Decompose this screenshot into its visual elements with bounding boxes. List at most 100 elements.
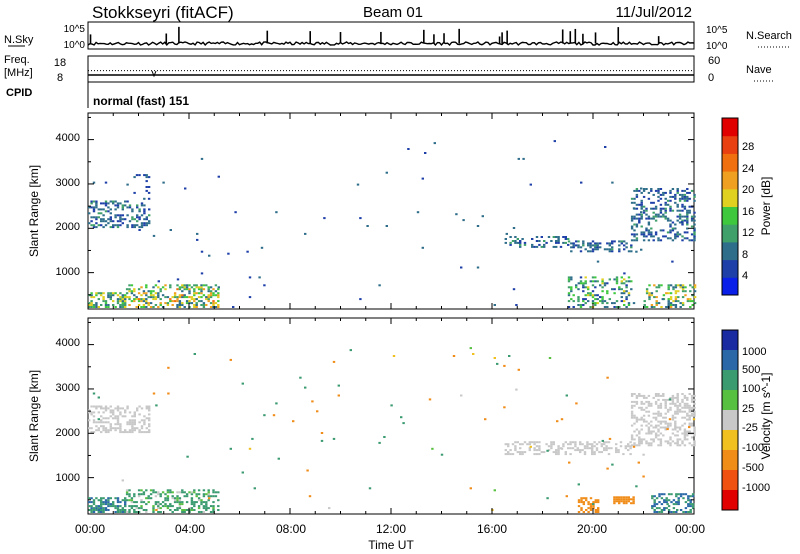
data-cell <box>674 410 677 413</box>
data-cell <box>683 436 687 439</box>
data-cell <box>359 217 362 220</box>
data-cell <box>209 292 213 295</box>
data-cell <box>670 501 673 504</box>
data-cell <box>212 304 215 306</box>
data-cell <box>591 445 594 448</box>
data-cell <box>686 213 689 216</box>
data-cell <box>607 441 611 444</box>
data-cell <box>143 204 146 207</box>
power-cbar-tick-28: 28 <box>742 141 754 153</box>
data-cell <box>587 503 590 506</box>
data-cell <box>128 495 131 498</box>
data-cell <box>686 402 689 405</box>
data-cell <box>107 222 110 225</box>
data-cell <box>643 300 646 303</box>
data-cell <box>95 218 98 221</box>
data-cell <box>112 427 115 430</box>
data-cell <box>664 209 667 212</box>
data-cell <box>615 447 618 450</box>
data-cell <box>681 189 684 192</box>
noise-trace <box>87 26 695 47</box>
time-tick-4: 16:00 <box>477 522 507 536</box>
data-cell <box>114 292 117 295</box>
data-cell <box>667 505 671 508</box>
data-cell <box>693 284 697 287</box>
data-cell <box>572 306 575 308</box>
data-cell <box>114 423 117 426</box>
data-cell <box>601 282 604 285</box>
data-cell <box>90 302 93 305</box>
data-cell <box>109 503 112 506</box>
data-cell <box>666 237 670 240</box>
data-cell <box>114 417 117 420</box>
data-cell <box>623 248 626 251</box>
data-cell <box>92 419 96 422</box>
data-cell <box>635 400 639 403</box>
data-cell <box>678 233 682 236</box>
data-cell <box>104 509 108 511</box>
data-cell <box>142 509 146 511</box>
data-cell <box>620 276 623 279</box>
data-cell <box>114 507 117 510</box>
data-cell <box>109 415 112 418</box>
data-cell <box>116 405 120 408</box>
data-cell <box>517 368 520 371</box>
data-cell <box>164 499 167 502</box>
data-cell <box>611 463 614 466</box>
data-cell <box>683 394 687 397</box>
data-cell <box>104 210 108 213</box>
data-cell <box>678 217 682 220</box>
data-cell <box>275 211 278 214</box>
data-cell <box>601 300 604 303</box>
data-cell <box>681 195 684 198</box>
data-cell <box>655 302 658 305</box>
data-cell <box>594 509 597 511</box>
data-cell <box>131 421 134 424</box>
data-cell <box>227 252 230 255</box>
data-cell <box>178 296 182 299</box>
data-cell <box>135 174 139 177</box>
data-cell <box>671 209 675 212</box>
data-cell <box>421 246 424 249</box>
data-cell <box>677 493 680 496</box>
data-cell <box>684 507 688 510</box>
data-cell <box>166 505 170 508</box>
data-cell <box>635 250 638 253</box>
freq-glitch <box>151 70 157 78</box>
data-cell <box>599 242 602 245</box>
data-cell <box>693 239 696 242</box>
data-cell <box>142 491 146 494</box>
data-cell <box>116 499 120 502</box>
data-cell <box>493 489 496 492</box>
data-cell <box>638 430 641 433</box>
data-cell <box>640 428 643 431</box>
data-cell <box>538 243 541 246</box>
data-cell <box>166 489 170 492</box>
data-cell <box>102 509 105 511</box>
data-cell <box>114 214 117 217</box>
data-cell <box>654 205 658 208</box>
data-cell <box>645 432 648 435</box>
data-cell <box>455 213 458 216</box>
nave-label: Nave <box>746 64 772 76</box>
data-cell <box>663 509 666 511</box>
data-cell <box>90 411 93 414</box>
data-cell <box>523 441 527 444</box>
data-cell <box>675 503 678 506</box>
data-cell <box>596 260 600 263</box>
colorbar-swatch <box>722 450 738 471</box>
data-cell <box>241 382 244 385</box>
data-cell <box>112 411 115 414</box>
data-cell <box>140 499 143 502</box>
data-cell <box>567 238 570 240</box>
data-cell <box>659 440 663 443</box>
data-cell <box>181 290 184 293</box>
data-cell <box>320 439 324 442</box>
data-cell <box>543 240 546 242</box>
data-cell <box>671 402 675 405</box>
data-cell <box>693 193 696 196</box>
data-cell <box>126 405 129 408</box>
data-cell <box>587 507 590 510</box>
power-colorbar-frame <box>721 117 739 296</box>
data-cell <box>584 294 587 297</box>
